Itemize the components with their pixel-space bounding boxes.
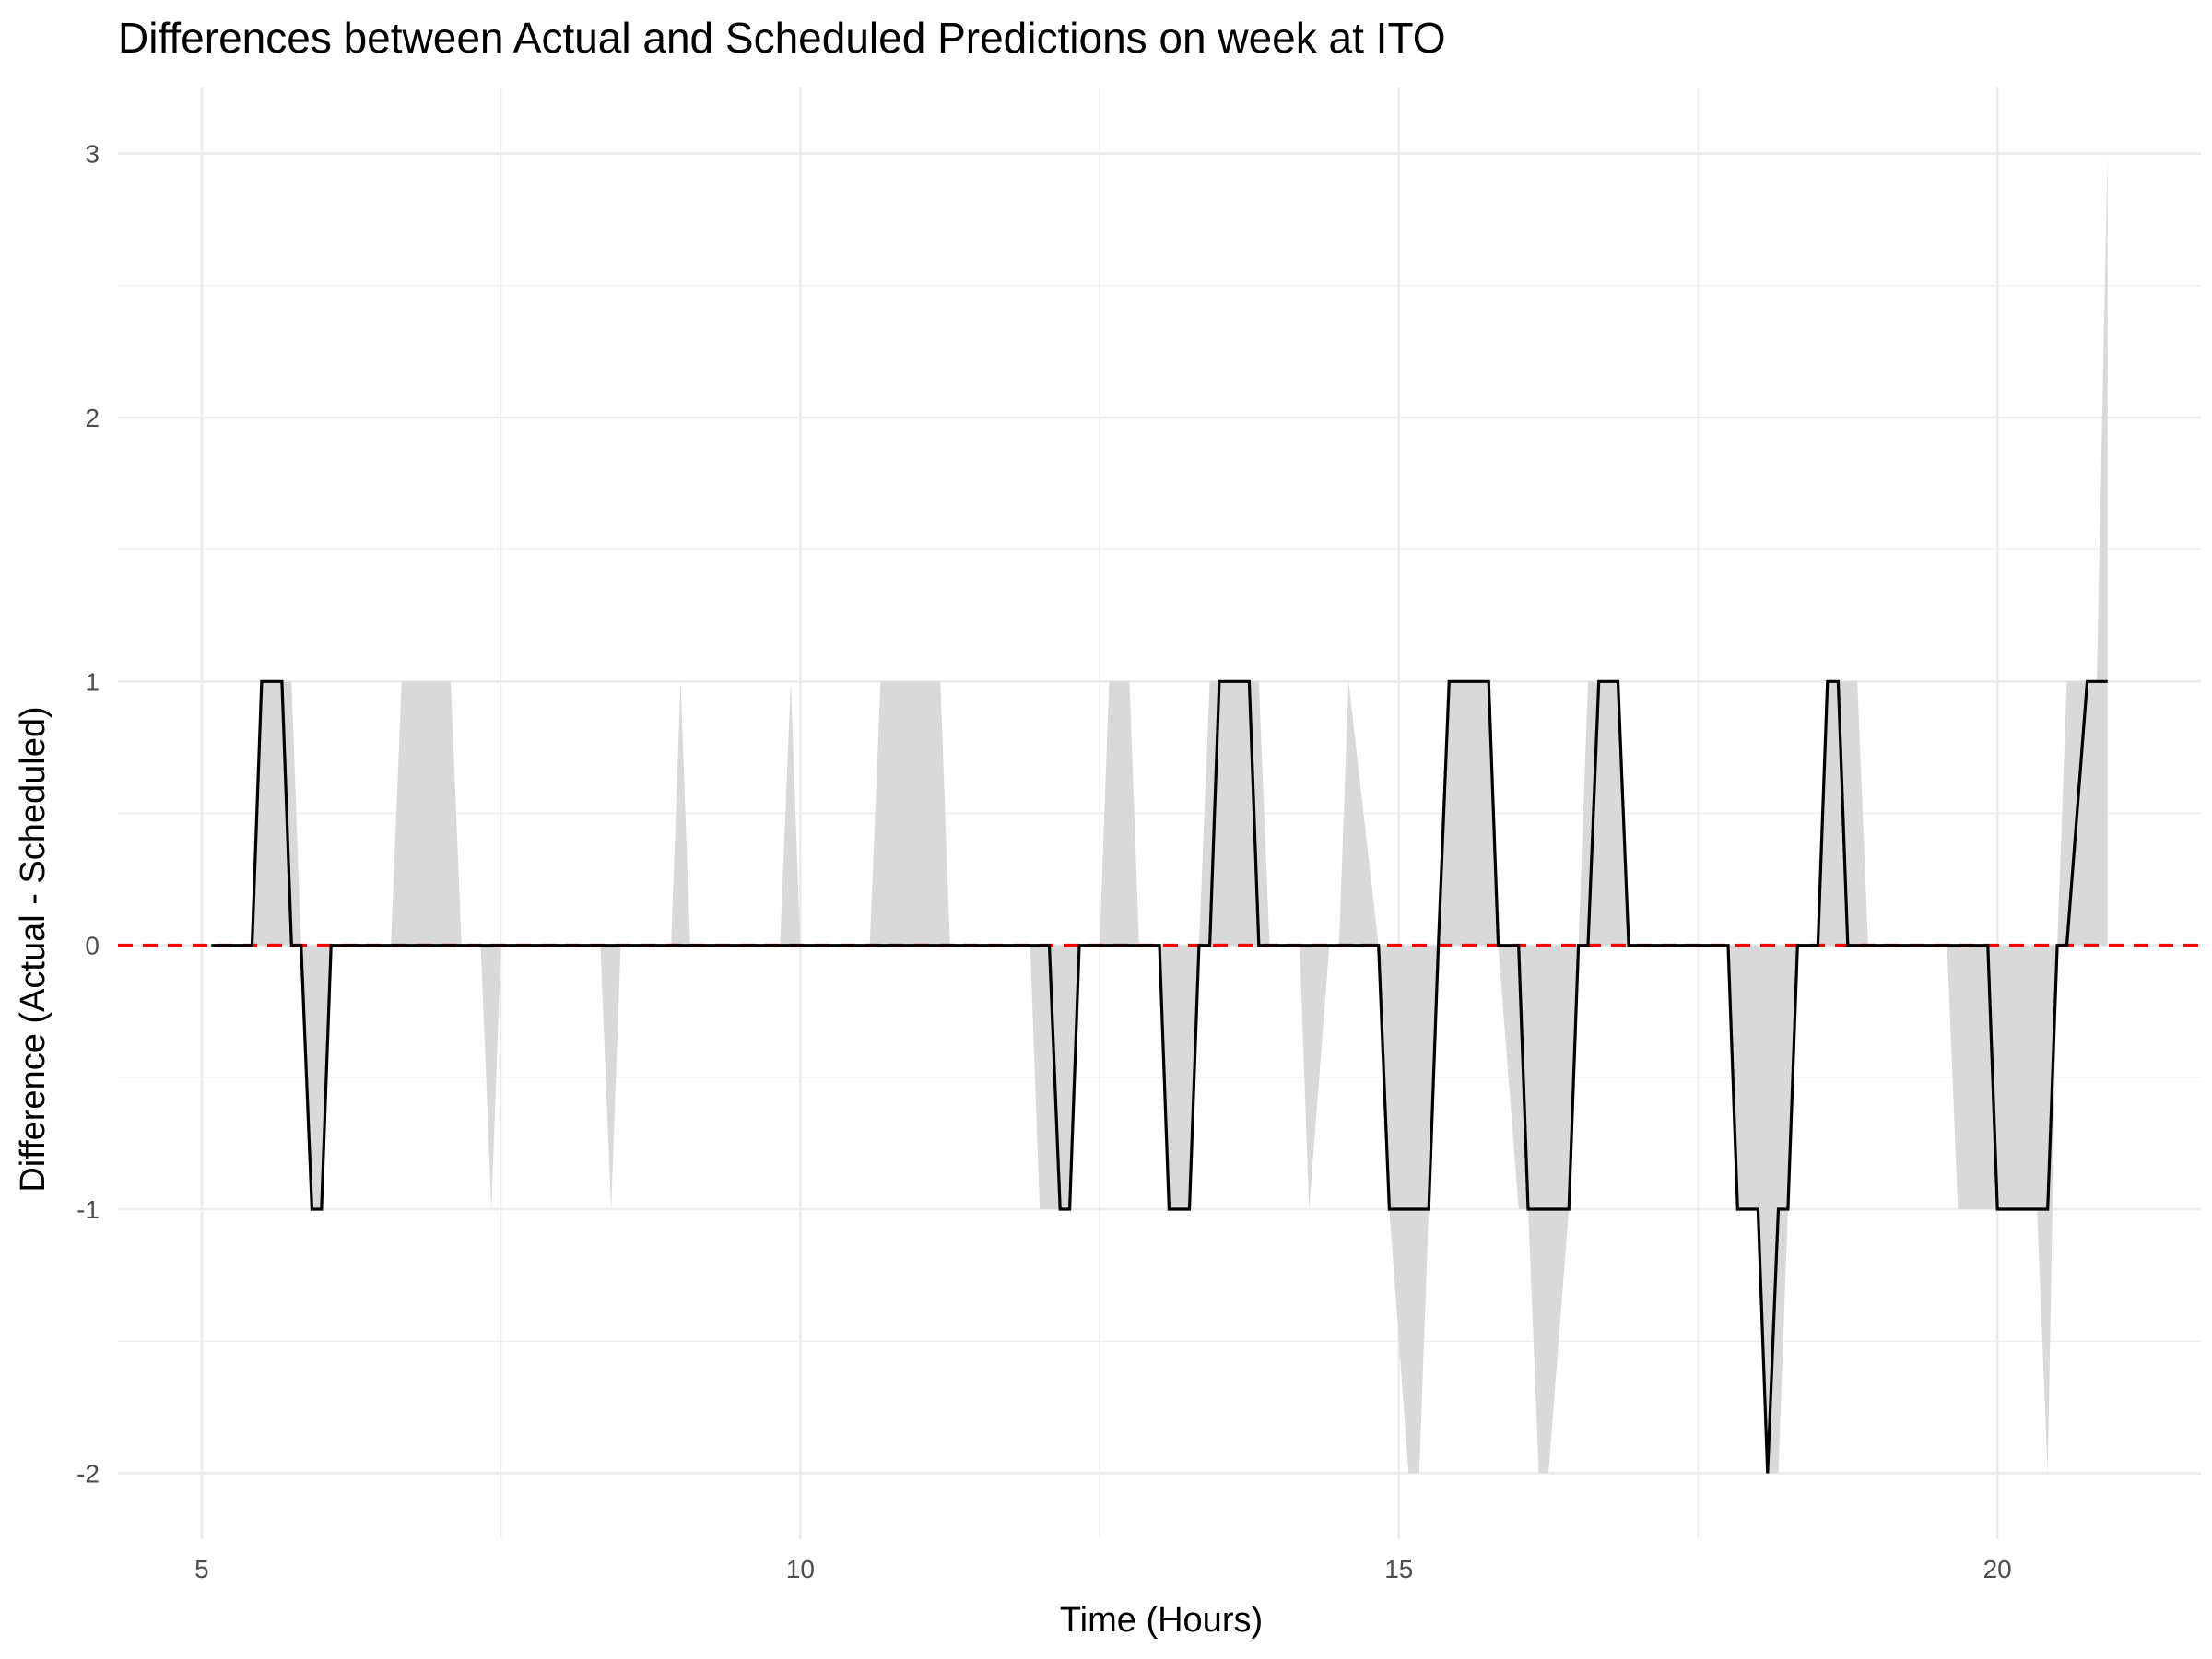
x-axis-title: Time (Hours): [1060, 1601, 1263, 1640]
y-tick-label: 3: [85, 140, 100, 169]
y-axis-ticks: -2 -1 0 1 2 3: [76, 140, 100, 1488]
x-tick-label: 20: [1983, 1555, 2012, 1583]
x-tick-label: 5: [194, 1555, 209, 1583]
y-tick-label: 2: [85, 404, 100, 432]
y-tick-label: 0: [85, 932, 100, 960]
difference-line: [211, 679, 2108, 1474]
x-tick-label: 15: [1384, 1555, 1413, 1583]
y-tick-label: -2: [76, 1459, 100, 1488]
difference-series-line: [211, 679, 2108, 1474]
x-tick-label: 10: [786, 1555, 815, 1583]
chart-title: Differences between Actual and Scheduled…: [118, 14, 1446, 62]
x-axis-ticks: 5 10 15 20: [194, 1555, 2012, 1583]
y-tick-label: 1: [85, 667, 100, 696]
y-axis-title: Difference (Actual - Scheduled): [14, 706, 53, 1192]
y-tick-label: -1: [76, 1195, 100, 1224]
